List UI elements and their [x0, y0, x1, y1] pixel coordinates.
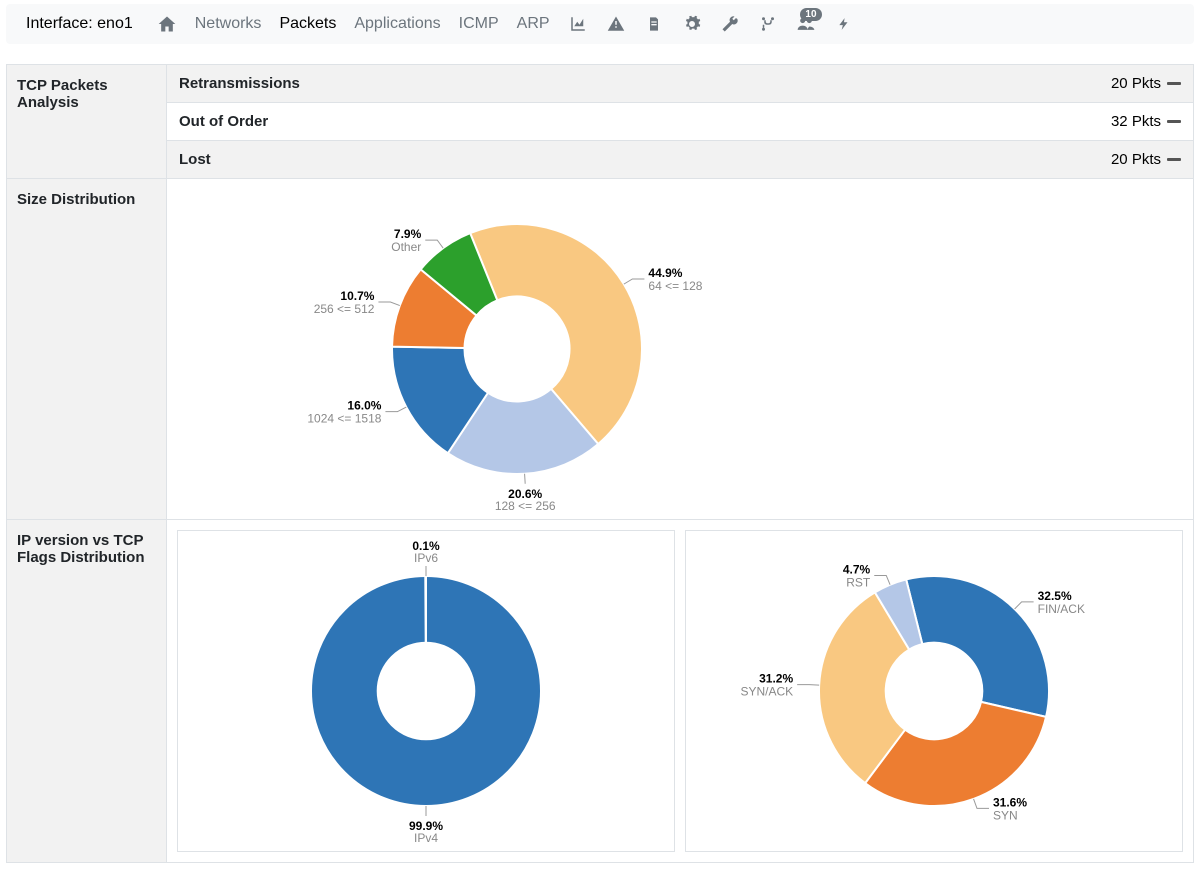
- tcp-row-value-text: 32 Pkts: [1111, 113, 1161, 130]
- nav-arp[interactable]: ARP: [517, 15, 550, 33]
- svg-text:31.6%SYN: 31.6%SYN: [993, 795, 1027, 822]
- home-icon[interactable]: [157, 14, 177, 34]
- nav-icmp[interactable]: ICMP: [459, 15, 499, 33]
- tcp-row-label: Out of Order: [179, 113, 689, 130]
- tcp-row-value: 20 Pkts: [1111, 75, 1181, 92]
- svg-text:20.6%128 <= 256: 20.6%128 <= 256: [495, 487, 556, 513]
- svg-text:99.9%IPv4: 99.9%IPv4: [409, 819, 443, 845]
- branch-icon[interactable]: [758, 14, 778, 34]
- tcp-row-out-of-order: Out of Order 32 Pkts: [167, 102, 1193, 140]
- ip-version-chart: 99.9%IPv4 0.1%IPv6: [177, 530, 675, 852]
- tcp-row-value: 20 Pkts: [1111, 151, 1181, 168]
- bolt-icon[interactable]: [834, 14, 854, 34]
- row-ip-flags: IP version vs TCP Flags Distribution 99.…: [7, 519, 1193, 862]
- size-dist-chart: 44.9%64 <= 12820.6%128 <= 25616.0%1024 <…: [257, 189, 1183, 509]
- tcp-row-value-text: 20 Pkts: [1111, 151, 1161, 168]
- size-dist-body: 44.9%64 <= 128 20.6%128 <= 256 16.0%1024 <…: [167, 179, 1193, 519]
- svg-text:7.9%Other: 7.9%Other: [391, 227, 421, 254]
- trend-flat-icon: [1167, 120, 1181, 123]
- chart-icon[interactable]: [568, 14, 588, 34]
- svg-text:0.1%IPv6: 0.1%IPv6: [412, 539, 440, 565]
- people-badge: 10: [800, 8, 821, 21]
- packets-panel: TCP Packets Analysis Retransmissions 20 …: [6, 64, 1194, 863]
- trend-flat-icon: [1167, 82, 1181, 85]
- tcp-analysis-title: TCP Packets Analysis: [7, 65, 167, 178]
- tcp-analysis-body: Retransmissions 20 Pkts Out of Order 32 …: [167, 65, 1193, 178]
- navbar: Interface: eno1 Networks Packets Applica…: [6, 4, 1194, 44]
- nav-packets[interactable]: Packets: [279, 15, 336, 33]
- gear-icon[interactable]: [682, 14, 702, 34]
- svg-text:16.0%1024 <= 1518: 16.0%1024 <= 1518: [307, 399, 381, 426]
- nav-networks[interactable]: Networks: [195, 15, 262, 33]
- tcp-row-retransmissions: Retransmissions 20 Pkts: [167, 65, 1193, 102]
- people-icon[interactable]: 10: [796, 14, 816, 34]
- row-tcp-analysis: TCP Packets Analysis Retransmissions 20 …: [7, 65, 1193, 178]
- size-dist-title: Size Distribution: [7, 179, 167, 519]
- tcp-row-value-text: 20 Pkts: [1111, 75, 1161, 92]
- tcp-row-value: 32 Pkts: [1111, 113, 1181, 130]
- wrench-icon[interactable]: [720, 14, 740, 34]
- tcp-flags-chart: 32.5%FIN/ACK 31.6%SYN 31.2%SYN/ACK 4.7%RST: [685, 530, 1183, 852]
- svg-text:10.7%256 <= 512: 10.7%256 <= 512: [314, 289, 375, 316]
- svg-text:32.5%FIN/ACK: 32.5%FIN/ACK: [1038, 589, 1085, 616]
- svg-text:44.9%64 <= 128: 44.9%64 <= 128: [648, 266, 702, 293]
- ip-flags-title: IP version vs TCP Flags Distribution: [7, 520, 167, 862]
- tcp-row-label: Retransmissions: [179, 75, 689, 92]
- interface-label: Interface: eno1: [26, 15, 133, 33]
- svg-text:4.7%RST: 4.7%RST: [843, 562, 871, 589]
- svg-text:31.2%SYN/ACK: 31.2%SYN/ACK: [740, 672, 793, 699]
- document-icon[interactable]: [644, 14, 664, 34]
- tcp-row-label: Lost: [179, 151, 689, 168]
- ip-flags-body: 99.9%IPv4 0.1%IPv6 32.5%FIN/ACK 31.6%SYN 31…: [167, 520, 1193, 862]
- warning-icon[interactable]: [606, 14, 626, 34]
- trend-flat-icon: [1167, 158, 1181, 161]
- nav-applications[interactable]: Applications: [354, 15, 440, 33]
- row-size-distribution: Size Distribution 44.9%64 <= 128 20.6%128…: [7, 178, 1193, 519]
- tcp-row-lost: Lost 20 Pkts: [167, 140, 1193, 178]
